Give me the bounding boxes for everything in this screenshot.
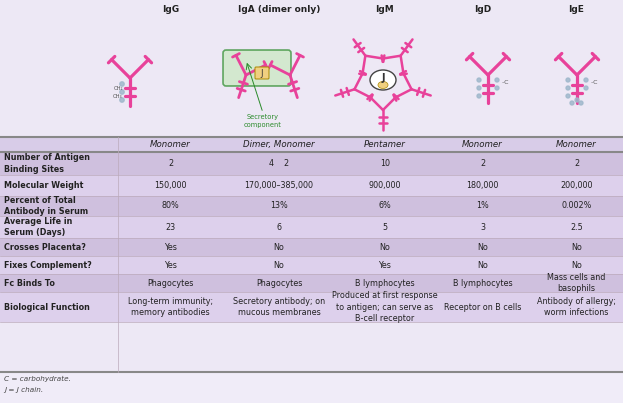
- FancyBboxPatch shape: [255, 67, 269, 79]
- FancyBboxPatch shape: [0, 0, 623, 137]
- Circle shape: [120, 90, 124, 94]
- Text: 180,000: 180,000: [466, 181, 498, 190]
- Text: J: J: [381, 73, 385, 83]
- FancyBboxPatch shape: [0, 216, 623, 238]
- Text: Fc Binds To: Fc Binds To: [4, 278, 55, 287]
- Text: Biological Function: Biological Function: [4, 303, 90, 312]
- Text: Fixes Complement?: Fixes Complement?: [4, 260, 92, 270]
- Text: Number of Antigen
Binding Sites: Number of Antigen Binding Sites: [4, 154, 90, 174]
- Text: 2: 2: [168, 159, 173, 168]
- Text: No: No: [571, 243, 582, 251]
- Text: 5: 5: [383, 222, 388, 231]
- Text: Secretory
component: Secretory component: [244, 114, 282, 127]
- Text: Monomer: Monomer: [556, 140, 597, 149]
- Text: No: No: [477, 260, 488, 270]
- Text: Monomer: Monomer: [462, 140, 503, 149]
- Text: No: No: [273, 260, 285, 270]
- Text: Phagocytes: Phagocytes: [256, 278, 302, 287]
- FancyBboxPatch shape: [0, 137, 623, 152]
- Text: 4    2: 4 2: [269, 159, 289, 168]
- Text: IgM: IgM: [376, 5, 394, 14]
- Circle shape: [575, 98, 579, 102]
- Text: J = J chain.: J = J chain.: [4, 387, 43, 393]
- Text: 3: 3: [480, 222, 485, 231]
- Text: 13%: 13%: [270, 202, 288, 210]
- Text: Molecular Weight: Molecular Weight: [4, 181, 83, 190]
- Text: No: No: [379, 243, 391, 251]
- Text: Produced at first response
to antigen; can serve as
B-cell receptor: Produced at first response to antigen; c…: [332, 291, 438, 322]
- Text: 0.002%: 0.002%: [561, 202, 592, 210]
- FancyBboxPatch shape: [0, 238, 623, 256]
- Text: Antibody of allergy;
worm infections: Antibody of allergy; worm infections: [537, 297, 616, 317]
- FancyBboxPatch shape: [0, 152, 623, 175]
- Text: B lymphocytes: B lymphocytes: [355, 278, 415, 287]
- Circle shape: [584, 86, 588, 90]
- Text: Receptor on B cells: Receptor on B cells: [444, 303, 521, 312]
- Circle shape: [579, 101, 583, 105]
- Text: Secretory antibody; on
mucous membranes: Secretory antibody; on mucous membranes: [233, 297, 325, 317]
- Text: J: J: [261, 69, 264, 77]
- Text: No: No: [273, 243, 285, 251]
- Circle shape: [566, 78, 570, 82]
- Text: 900,000: 900,000: [369, 181, 401, 190]
- Text: No: No: [571, 260, 582, 270]
- Circle shape: [477, 78, 481, 82]
- Circle shape: [477, 94, 481, 98]
- Circle shape: [477, 86, 481, 90]
- Text: No: No: [477, 243, 488, 251]
- Text: 150,000: 150,000: [155, 181, 187, 190]
- Circle shape: [120, 98, 124, 102]
- Circle shape: [120, 82, 124, 86]
- Text: Percent of Total
Antibody in Serum: Percent of Total Antibody in Serum: [4, 196, 88, 216]
- Text: B lymphocytes: B lymphocytes: [453, 278, 512, 287]
- Text: CH₃: CH₃: [113, 94, 123, 100]
- Ellipse shape: [370, 70, 396, 90]
- Text: Dimer, Monomer: Dimer, Monomer: [243, 140, 315, 149]
- FancyBboxPatch shape: [0, 196, 623, 216]
- Circle shape: [566, 94, 570, 98]
- Circle shape: [584, 78, 588, 82]
- Text: –C: –C: [502, 81, 510, 85]
- Text: Yes: Yes: [164, 260, 177, 270]
- FancyBboxPatch shape: [0, 274, 623, 292]
- Text: –C: –C: [591, 81, 599, 85]
- Text: CH₂: CH₂: [113, 85, 123, 91]
- FancyBboxPatch shape: [0, 292, 623, 322]
- Text: 6: 6: [277, 222, 282, 231]
- Text: Phagocytes: Phagocytes: [147, 278, 194, 287]
- Text: 2: 2: [574, 159, 579, 168]
- Text: 23: 23: [166, 222, 176, 231]
- Circle shape: [495, 78, 499, 82]
- Text: Average Life in
Serum (Days): Average Life in Serum (Days): [4, 217, 72, 237]
- Text: 170,000–385,000: 170,000–385,000: [244, 181, 313, 190]
- Text: IgD: IgD: [474, 5, 491, 14]
- Text: Crosses Placenta?: Crosses Placenta?: [4, 243, 86, 251]
- Text: IgE: IgE: [569, 5, 584, 14]
- Text: 2.5: 2.5: [570, 222, 583, 231]
- Text: 10: 10: [380, 159, 390, 168]
- Circle shape: [495, 86, 499, 90]
- Text: Monomer: Monomer: [150, 140, 191, 149]
- FancyBboxPatch shape: [223, 50, 291, 86]
- Text: 1%: 1%: [476, 202, 489, 210]
- Text: Yes: Yes: [164, 243, 177, 251]
- Text: 6%: 6%: [379, 202, 391, 210]
- Text: 200,000: 200,000: [560, 181, 592, 190]
- Text: Yes: Yes: [379, 260, 391, 270]
- Text: IgG: IgG: [162, 5, 179, 14]
- FancyBboxPatch shape: [0, 256, 623, 274]
- Text: 80%: 80%: [161, 202, 179, 210]
- Text: Mass cells and
basophils: Mass cells and basophils: [548, 273, 606, 293]
- Circle shape: [566, 86, 570, 90]
- FancyBboxPatch shape: [0, 372, 623, 403]
- Text: 2: 2: [480, 159, 485, 168]
- FancyBboxPatch shape: [0, 175, 623, 196]
- Text: Long-term immunity;
memory antibodies: Long-term immunity; memory antibodies: [128, 297, 213, 317]
- Text: Pentamer: Pentamer: [364, 140, 406, 149]
- Circle shape: [570, 101, 574, 105]
- Text: C = carbohydrate.: C = carbohydrate.: [4, 376, 71, 382]
- Text: IgA (dimer only): IgA (dimer only): [238, 5, 320, 14]
- Ellipse shape: [378, 81, 388, 89]
